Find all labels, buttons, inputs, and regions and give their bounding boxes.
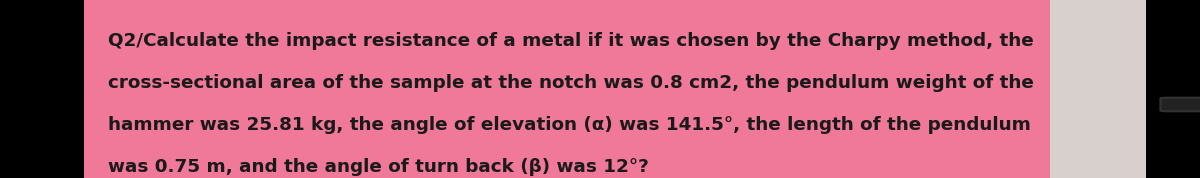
Text: Q2/Calculate the impact resistance of a metal if it was chosen by the Charpy met: Q2/Calculate the impact resistance of a … [108, 32, 1033, 50]
Bar [84, 0, 1050, 178]
Text: cross-sectional area of the sample at the notch was 0.8 cm2, the pendulum weight: cross-sectional area of the sample at th… [108, 74, 1034, 92]
Bar [0, 0, 84, 178]
Text: hammer was 25.81 kg, the angle of elevation (α) was 141.5°, the length of the pe: hammer was 25.81 kg, the angle of elevat… [108, 116, 1031, 134]
Text: was 0.75 m, and the angle of turn back (β) was 12°?: was 0.75 m, and the angle of turn back (… [108, 158, 649, 176]
Bar [1146, 0, 1200, 178]
Bar [1050, 0, 1146, 178]
FancyBboxPatch shape [1160, 98, 1200, 111]
